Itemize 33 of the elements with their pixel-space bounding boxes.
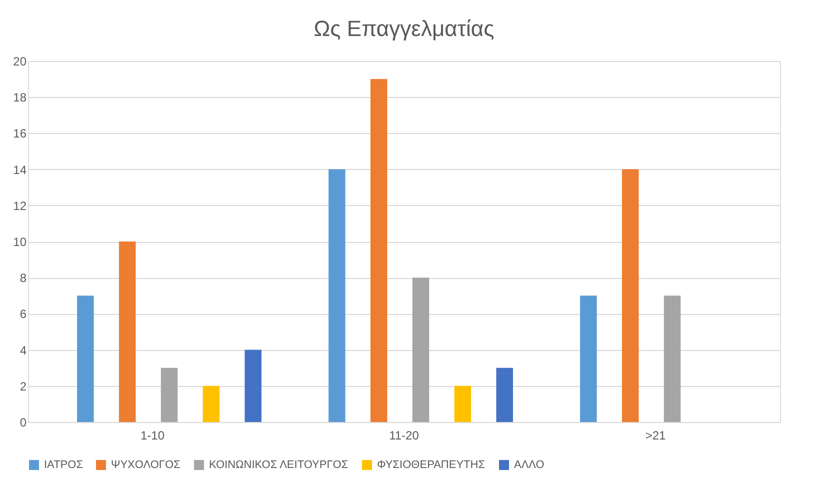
y-tick-label: 0 (20, 416, 27, 430)
x-tick-label: >21 (645, 428, 666, 442)
y-tick-label: 14 (13, 162, 27, 177)
chart-title: Ως Επαγγελματίας (314, 16, 494, 41)
y-tick-label: 16 (13, 126, 27, 141)
y-tick-label: 10 (13, 235, 27, 249)
bar (370, 79, 388, 422)
bar (202, 386, 220, 422)
bar (244, 350, 262, 422)
legend-label: ΙΑΤΡΟΣ (44, 459, 84, 471)
y-tick-label: 2 (20, 379, 27, 394)
y-tick-label: 18 (13, 90, 27, 105)
bar (580, 296, 597, 422)
y-tick-label: 6 (20, 307, 27, 322)
y-tick-label: 8 (20, 271, 27, 286)
bar (412, 278, 430, 422)
legend-label: ΚΟΙΝΩΝΙΚΟΣ ΛΕΙΤΟΥΡΓΟΣ (209, 459, 348, 471)
y-tick-label: 12 (13, 198, 27, 213)
bar (622, 169, 639, 422)
legend-label: ΦΥΣΙΟΘΕΡΑΠΕΥΤΗΣ (377, 459, 486, 471)
y-tick-label: 20 (13, 54, 27, 68)
bar (328, 169, 346, 422)
x-tick-label: 11-20 (389, 428, 420, 442)
bar (160, 368, 178, 422)
legend-label: ΨΥΧΟΛΟΓΟΣ (111, 459, 181, 471)
bar (118, 242, 136, 422)
bar (664, 296, 681, 422)
bar (77, 296, 94, 422)
legend-label: ΑΛΛΟ (514, 459, 545, 471)
y-tick-label: 4 (20, 343, 27, 358)
bar (454, 386, 472, 422)
x-tick-label: 1-10 (140, 428, 165, 442)
bar (496, 368, 513, 422)
